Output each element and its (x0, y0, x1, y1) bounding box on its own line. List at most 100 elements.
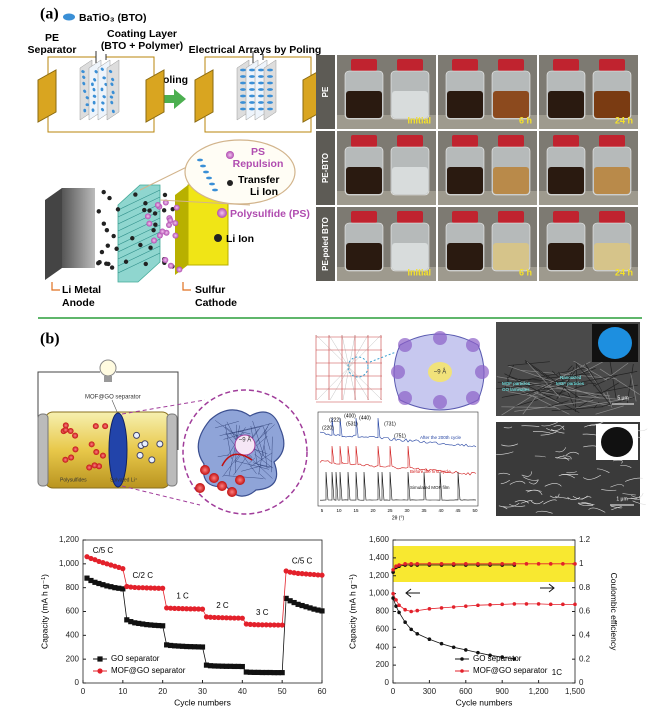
polysulfide (146, 220, 153, 227)
data-point (311, 606, 317, 612)
data-point (128, 584, 134, 590)
pore-size: ~9 Å (434, 369, 447, 376)
data-point (231, 615, 237, 621)
mof-bond (256, 444, 263, 460)
data-point (100, 582, 106, 588)
panel-b: (b) MOF@GO separator Polysulfides Solvated … (37, 322, 648, 521)
sem-texture (508, 365, 601, 399)
cage-pore (428, 362, 452, 382)
sem-texture (502, 502, 520, 508)
polysulfide (102, 423, 109, 430)
sem-texture (509, 503, 526, 507)
data-point (500, 562, 505, 566)
data-point (403, 562, 407, 566)
sem-texture (504, 373, 580, 413)
y2-axis-label: Coulombic efficiency (609, 573, 619, 652)
sem-texture (514, 400, 594, 412)
series-line (86, 577, 323, 673)
data-point (397, 563, 401, 567)
panel-label: (a) (40, 6, 59, 23)
data-point (140, 621, 146, 627)
jar-liquid (493, 243, 529, 270)
anode-bracket (51, 282, 191, 291)
sem-texture (501, 443, 519, 447)
data-point (203, 614, 210, 620)
sulfur-cathode-side (175, 185, 188, 275)
light-bulb (99, 359, 117, 377)
x-tick-label: 20 (158, 687, 167, 696)
li-ion (104, 227, 110, 233)
bto-particle (258, 75, 264, 78)
annotation: 1C (552, 668, 562, 677)
bto-particle (267, 107, 273, 111)
polysulfide (151, 237, 158, 244)
y-axis-label: Capacity (mA h g⁻¹) (347, 574, 357, 649)
cage-sphere (398, 338, 412, 352)
sem-texture (586, 368, 608, 399)
bto-particle (110, 82, 114, 86)
bto-particle (92, 87, 96, 92)
separator-device (37, 51, 165, 133)
data-point (120, 586, 126, 592)
electrode (145, 69, 165, 123)
transfer-li-ion: Transfer (238, 174, 279, 186)
sem-texture (549, 493, 560, 499)
bto-particle (203, 170, 209, 174)
data-point (227, 663, 233, 669)
bto-particle (108, 69, 113, 74)
li-ion (114, 246, 119, 251)
cage-sphere (398, 391, 412, 405)
jar-cap (553, 59, 579, 71)
li-ion (130, 236, 135, 241)
data-point (476, 562, 480, 566)
sem-texture (595, 405, 624, 415)
cage-sphere (466, 391, 480, 405)
annotation: 3 C (256, 608, 269, 617)
x-tick-label: 40 (238, 687, 247, 696)
sem-texture (626, 364, 634, 404)
bto-particle (101, 101, 105, 105)
polysulfide (67, 428, 74, 435)
polysulfide (62, 422, 69, 429)
bto-particle (249, 68, 255, 72)
sem-texture (535, 390, 555, 394)
data-point (227, 615, 233, 621)
bto-particle (91, 82, 94, 87)
bto-particle (100, 87, 104, 92)
xrd-tick-label: 30 (404, 508, 410, 513)
annotation: C/2 C (133, 571, 154, 580)
li-anode (62, 188, 95, 268)
sem-texture (527, 489, 543, 495)
li-ion (153, 222, 158, 227)
chart: 0 300 600 900 1,200 1,50002004006008001,0001,… (347, 535, 619, 707)
data-point (108, 562, 114, 568)
data-point (164, 642, 170, 648)
sem-texture (566, 471, 577, 474)
data-point (319, 572, 325, 578)
mof-bond (254, 454, 273, 469)
data-point (176, 643, 182, 649)
xrd-peak-label: (440) (359, 415, 371, 421)
xrd-tick-label: 40 (438, 508, 444, 513)
sem-texture (584, 423, 602, 428)
data-point (561, 602, 565, 607)
jar-cap (351, 59, 377, 71)
data-point (239, 663, 245, 670)
sem-texture (543, 499, 557, 505)
axis-arrow (540, 583, 555, 593)
data-point (108, 584, 114, 590)
data-point (307, 605, 313, 611)
blocking-arrow (221, 453, 253, 467)
li-anode-side (45, 188, 62, 280)
data-point (172, 643, 178, 649)
data-point (271, 670, 277, 676)
li-ion (147, 208, 152, 213)
bto-particle (240, 68, 246, 72)
data-point (112, 563, 118, 569)
bto-particle (200, 164, 206, 168)
data-point (144, 585, 150, 591)
sem-texture (562, 455, 572, 460)
time-label: 6 h (519, 267, 532, 277)
